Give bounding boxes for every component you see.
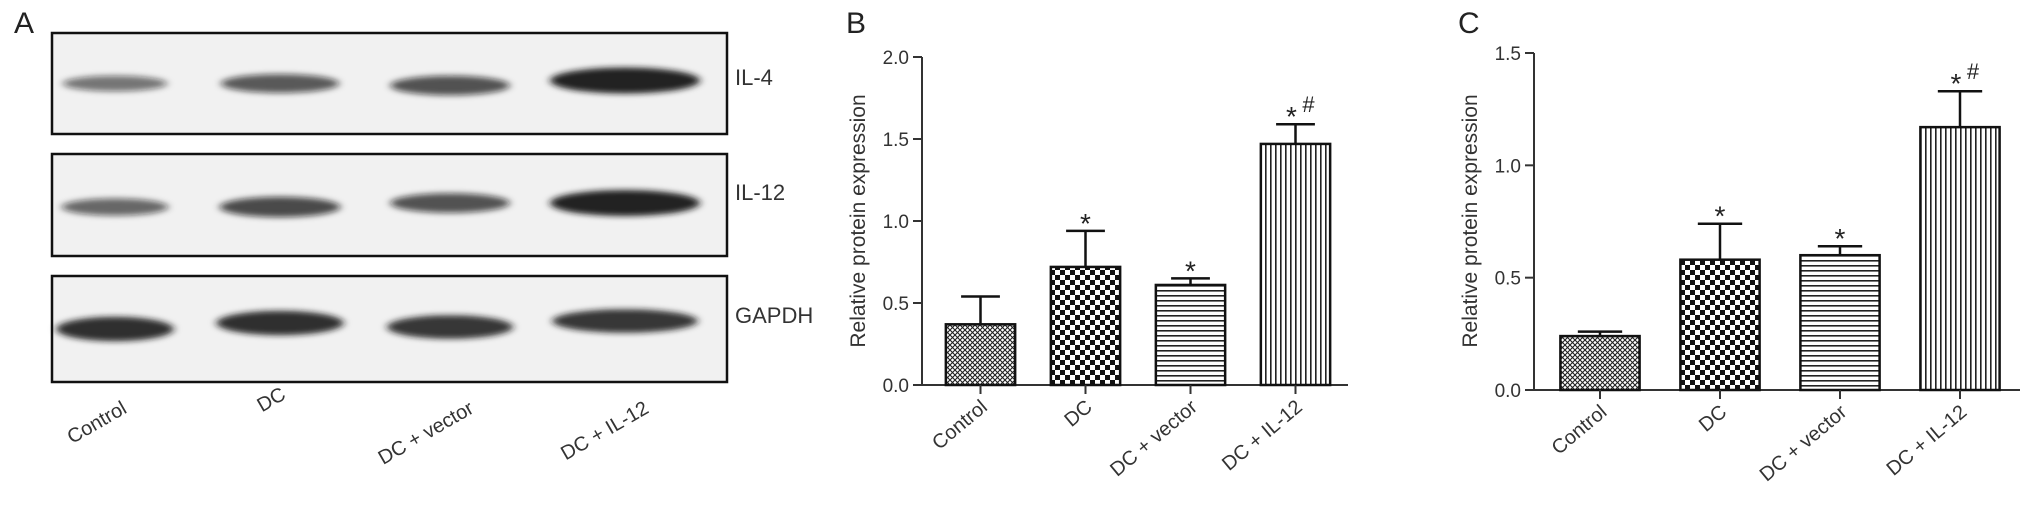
blot-label-il12: IL-12: [735, 180, 785, 205]
lane-label-control: Control: [64, 397, 131, 448]
blot-band: [216, 310, 344, 336]
blot-band: [552, 309, 698, 333]
y-tick-label: 1.5: [883, 130, 909, 151]
bar: [1049, 265, 1122, 387]
bar: [1259, 142, 1332, 387]
blot-band: [61, 198, 169, 216]
bar: [1154, 283, 1227, 387]
significance-star: *: [1286, 101, 1297, 132]
significance-star: *: [1835, 223, 1846, 254]
panel-b-chart: B Relative protein expression 0.0 0.5 1.0 1…: [846, 7, 1348, 481]
blot-bands: [56, 67, 700, 342]
x-category-label: DC + IL-12: [1218, 396, 1307, 475]
y-tick-label: 0.0: [1495, 381, 1521, 402]
blot-band: [219, 196, 341, 218]
lane-label-dc-vector: DC + vector: [375, 397, 478, 469]
bar: [1679, 258, 1761, 392]
blot-label-gapdh: GAPDH: [735, 303, 813, 328]
lane-label-dc-il12: DC + IL-12: [557, 397, 652, 465]
panel-c-plot-area: 0.0 0.5 1.0 1.5 Control DC * DC + vector * DC + I…: [1495, 44, 2020, 486]
significance-star: *: [1715, 201, 1726, 232]
panel-b-y-axis-title: Relative protein expression: [847, 94, 870, 347]
x-category-label: DC: [1060, 396, 1096, 431]
blot-band: [550, 190, 700, 216]
x-category-label: DC + IL-12: [1883, 401, 1972, 480]
blot-label-il4: IL-4: [735, 65, 773, 90]
y-tick-label: 0.0: [883, 376, 909, 397]
blot-band: [56, 316, 174, 342]
blot-band: [390, 75, 510, 96]
y-tick-label: 2.0: [883, 48, 909, 69]
panel-c-letter: C: [1458, 7, 1480, 40]
bar: [1559, 334, 1641, 392]
panel-a-western-blot: A IL-4 IL-12 GAPDH Control DC DC + vecto…: [14, 7, 813, 469]
y-tick-label: 0.5: [1495, 269, 1521, 290]
bar: [944, 323, 1017, 387]
blot-band: [550, 67, 700, 94]
y-tick-label: 1.0: [883, 212, 909, 233]
panel-b-plot-area: 0.0 0.5 1.0 1.5 2.0 Control DC * DC + vector * DC …: [883, 48, 1348, 481]
significance-star: *: [1185, 255, 1196, 286]
blot-band: [220, 74, 340, 93]
panel-c-y-axis-title: Relative protein expression: [1459, 94, 1482, 347]
bar: [1919, 125, 2001, 392]
significance-star: *: [1080, 208, 1091, 239]
panel-c-chart: C Relative protein expression 0.0 0.5 1.0 1…: [1458, 7, 2020, 486]
significance-star: *: [1951, 68, 1962, 99]
x-category-label: DC + vector: [1106, 396, 1202, 481]
y-tick-label: 1.5: [1495, 44, 1521, 65]
y-tick-label: 1.0: [1495, 156, 1521, 177]
panel-b-letter: B: [846, 7, 866, 40]
x-category-label: Control: [1548, 401, 1612, 459]
panel-a-letter: A: [14, 7, 34, 40]
x-category-label: DC: [1695, 401, 1731, 436]
blot-band: [386, 315, 514, 339]
x-category-label: DC + vector: [1756, 401, 1852, 486]
blot-band: [62, 75, 168, 92]
significance-hash: #: [1302, 92, 1315, 117]
bar: [1799, 253, 1881, 392]
blot-band: [390, 193, 510, 213]
x-category-label: Control: [928, 396, 992, 454]
lane-label-dc: DC: [253, 383, 289, 416]
y-tick-label: 0.5: [883, 294, 909, 315]
significance-hash: #: [1967, 59, 1980, 84]
